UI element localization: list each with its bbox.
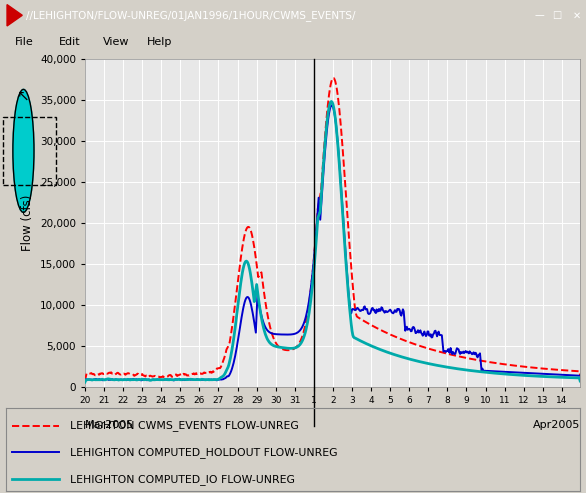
- Text: //LEHIGHTON/FLOW-UNREG/01JAN1996/1HOUR/CWMS_EVENTS/: //LEHIGHTON/FLOW-UNREG/01JAN1996/1HOUR/C…: [26, 10, 356, 21]
- LEHIGHTON COMPUTED_HOLDOUT FLOW-UNREG: [108, 377, 115, 383]
- LEHIGHTON COMPUTED_HOLDOUT FLOW-UNREG: [577, 373, 584, 379]
- Text: ✕: ✕: [573, 10, 581, 20]
- Text: Edit: Edit: [59, 37, 80, 47]
- Circle shape: [13, 89, 34, 212]
- LEHIGHTON CWMS_EVENTS FLOW-UNREG: [577, 372, 584, 378]
- LEHIGHTON COMPUTED_IO FLOW-UNREG: [255, 300, 263, 306]
- Text: Apr2005: Apr2005: [533, 420, 580, 430]
- Line: LEHIGHTON CWMS_EVENTS FLOW-UNREG: LEHIGHTON CWMS_EVENTS FLOW-UNREG: [85, 78, 580, 381]
- Line: LEHIGHTON COMPUTED_HOLDOUT FLOW-UNREG: LEHIGHTON COMPUTED_HOLDOUT FLOW-UNREG: [85, 106, 580, 381]
- LEHIGHTON COMPUTED_HOLDOUT FLOW-UNREG: [236, 330, 243, 336]
- LEHIGHTON CWMS_EVENTS FLOW-UNREG: [255, 273, 263, 279]
- LEHIGHTON CWMS_EVENTS FLOW-UNREG: [236, 268, 243, 274]
- LEHIGHTON COMPUTED_IO FLOW-UNREG: [321, 150, 328, 156]
- LEHIGHTON COMPUTED_HOLDOUT FLOW-UNREG: [550, 371, 557, 377]
- Text: □: □: [552, 10, 561, 20]
- LEHIGHTON CWMS_EVENTS FLOW-UNREG: [321, 143, 328, 149]
- LEHIGHTON COMPUTED_HOLDOUT FLOW-UNREG: [321, 159, 328, 165]
- LEHIGHTON COMPUTED_IO FLOW-UNREG: [81, 379, 88, 385]
- Text: View: View: [103, 37, 129, 47]
- LEHIGHTON COMPUTED_IO FLOW-UNREG: [108, 377, 115, 383]
- Polygon shape: [7, 4, 22, 26]
- LEHIGHTON CWMS_EVENTS FLOW-UNREG: [108, 369, 115, 375]
- Text: ↖: ↖: [17, 89, 30, 104]
- Text: Help: Help: [146, 37, 172, 47]
- LEHIGHTON COMPUTED_IO FLOW-UNREG: [280, 345, 287, 351]
- Text: File: File: [15, 37, 33, 47]
- Y-axis label: Flow (cfs): Flow (cfs): [21, 195, 34, 251]
- Text: Mar2005: Mar2005: [85, 420, 134, 430]
- LEHIGHTON COMPUTED_HOLDOUT FLOW-UNREG: [280, 332, 287, 338]
- LEHIGHTON COMPUTED_IO FLOW-UNREG: [550, 374, 557, 380]
- Text: LEHIGHTON CWMS_EVENTS FLOW-UNREG: LEHIGHTON CWMS_EVENTS FLOW-UNREG: [70, 420, 299, 431]
- LEHIGHTON COMPUTED_HOLDOUT FLOW-UNREG: [81, 378, 88, 384]
- LEHIGHTON COMPUTED_HOLDOUT FLOW-UNREG: [255, 301, 263, 307]
- LEHIGHTON COMPUTED_IO FLOW-UNREG: [236, 292, 243, 298]
- LEHIGHTON CWMS_EVENTS FLOW-UNREG: [81, 378, 88, 384]
- LEHIGHTON COMPUTED_IO FLOW-UNREG: [577, 378, 584, 384]
- LEHIGHTON CWMS_EVENTS FLOW-UNREG: [550, 366, 557, 372]
- Line: LEHIGHTON COMPUTED_IO FLOW-UNREG: LEHIGHTON COMPUTED_IO FLOW-UNREG: [85, 102, 580, 382]
- LEHIGHTON CWMS_EVENTS FLOW-UNREG: [329, 75, 336, 81]
- LEHIGHTON COMPUTED_HOLDOUT FLOW-UNREG: [328, 103, 335, 108]
- Text: LEHIGHTON COMPUTED_IO FLOW-UNREG: LEHIGHTON COMPUTED_IO FLOW-UNREG: [70, 474, 295, 485]
- Text: —: —: [534, 10, 544, 20]
- LEHIGHTON COMPUTED_IO FLOW-UNREG: [328, 99, 335, 105]
- LEHIGHTON CWMS_EVENTS FLOW-UNREG: [280, 347, 287, 352]
- Text: LEHIGHTON COMPUTED_HOLDOUT FLOW-UNREG: LEHIGHTON COMPUTED_HOLDOUT FLOW-UNREG: [70, 447, 338, 458]
